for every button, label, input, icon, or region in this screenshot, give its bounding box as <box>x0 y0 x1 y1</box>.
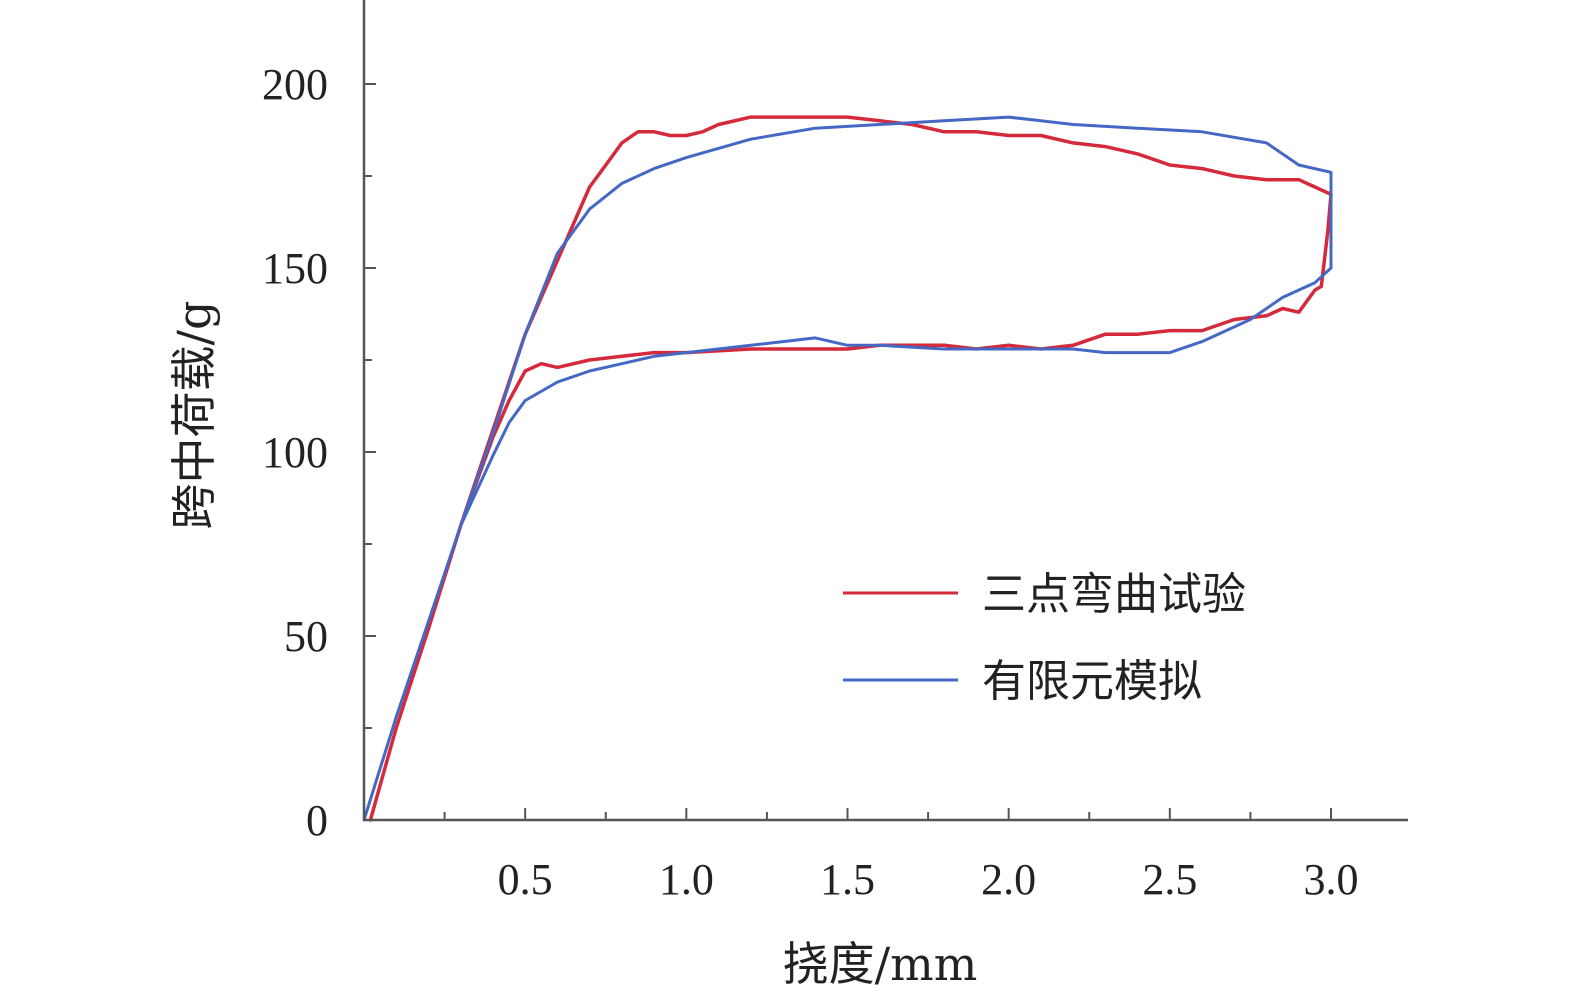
y-tick-label: 100 <box>262 428 328 477</box>
y-tick-label: 200 <box>262 60 328 109</box>
x-ticks: 0.5 1.0 1.5 2.0 2.5 3.0 <box>443 808 1359 904</box>
x-axis-title: 挠度/mm <box>783 937 978 991</box>
series-line-fem <box>362 115 1333 822</box>
x-tick-label: 1.5 <box>820 855 875 904</box>
plot-area: 0 50 100 150 200 0.5 1.0 1.5 2.0 2.5 3.0 <box>262 0 1408 904</box>
legend-label-test: 三点弯曲试验 <box>982 569 1246 620</box>
x-tick-label: 3.0 <box>1304 855 1359 904</box>
x-tick-label: 2.5 <box>1142 855 1197 904</box>
legend-label-fem: 有限元模拟 <box>982 656 1202 707</box>
y-ticks: 0 50 100 150 200 <box>262 60 376 845</box>
legend: 三点弯曲试验 有限元模拟 <box>843 569 1246 707</box>
y-tick-label: 0 <box>306 796 328 845</box>
series-line-test <box>368 115 1333 822</box>
y-tick-label: 150 <box>262 244 328 293</box>
x-tick-label: 0.5 <box>498 855 553 904</box>
x-tick-label: 1.0 <box>659 855 714 904</box>
series-layer <box>362 115 1333 822</box>
y-tick-label: 50 <box>284 612 328 661</box>
y-axis-title: 跨中荷载/g <box>167 301 221 530</box>
x-tick-label: 2.0 <box>981 855 1036 904</box>
